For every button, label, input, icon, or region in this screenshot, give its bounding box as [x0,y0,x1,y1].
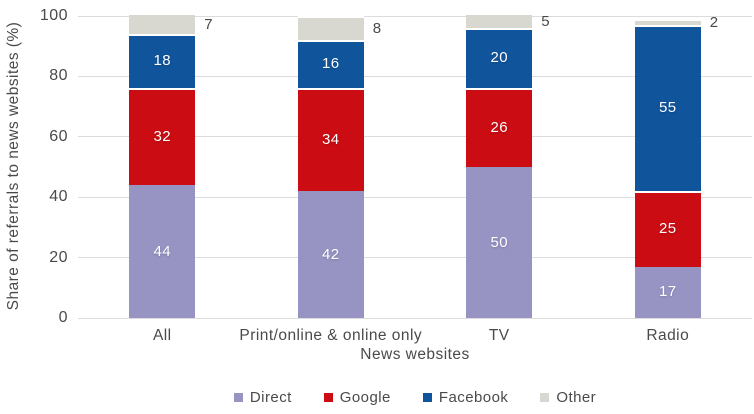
legend-item-google: Google [323,389,391,406]
x-axis-title: News websites [360,346,470,363]
legend-item-direct: Direct [233,389,292,406]
bar-value-label: 44 [153,242,172,260]
bar-segment-facebook [129,34,196,89]
bar-segment-direct [466,167,533,318]
bar-value-label: 34 [321,130,340,148]
bar-segment-facebook [297,40,364,89]
x-category-label: Print/online & online only [239,327,423,344]
bar-value-label: 26 [490,118,509,136]
gridline [78,136,752,138]
x-category-label: Radio [646,327,690,344]
bar-value-label-outside: 8 [372,20,382,38]
bar-segment-google [466,88,533,167]
bar-value-label: 42 [321,245,340,263]
x-category-label: All [152,327,172,344]
gridline [78,75,752,77]
bar-segment-google [634,191,701,267]
legend-label: Direct [249,389,292,406]
bar-segment-direct [634,266,701,318]
bar-value-label-outside: 2 [709,14,719,32]
bar-segment-other [129,12,196,35]
legend: Direct Google Facebook Other [78,389,752,406]
gridline [78,15,752,17]
bar-segment-google [129,88,196,186]
bar-value-label: 32 [153,127,172,145]
bar-value-label: 55 [658,99,677,117]
legend-swatch-icon [233,393,243,402]
y-axis-title: Share of referrals to news websites (%) [5,21,22,311]
bar-value-label: 16 [321,55,340,73]
legend-item-other: Other [540,389,596,406]
y-tick-label: 0 [58,309,68,326]
legend-item-facebook: Facebook [422,389,509,406]
gridline [78,196,752,198]
bar-segment-facebook [466,28,533,89]
bar-value-label-outside: 7 [204,15,214,33]
bar-value-label-outside: 5 [541,12,551,30]
y-tick-label: 20 [49,248,68,266]
y-tick-label: 40 [49,188,68,206]
gridline [78,317,752,319]
bar-segment-google [297,88,364,192]
plot-area: 44 32 18 7 All 42 34 16 8 Print/online & online o… [78,12,752,344]
legend-label: Facebook [438,389,509,406]
bar-segment-direct [129,185,196,318]
legend-label: Google [339,389,391,406]
bar-segment-other [297,16,364,41]
bar-value-label: 20 [490,49,509,67]
x-category-label: TV [488,327,510,344]
bar-value-label: 50 [490,233,509,251]
y-tick-label: 60 [49,127,68,145]
bar-segment-other [634,19,701,26]
bar-value-label: 25 [658,219,677,237]
gridline [78,257,752,259]
y-tick-label: 80 [49,67,68,85]
bar-value-label: 17 [658,283,677,301]
bar-segment-other [466,12,533,29]
bar-segment-facebook [634,25,701,192]
bar-value-label: 18 [153,52,172,70]
legend-swatch-icon [422,393,432,402]
y-tick-label: 100 [39,7,68,24]
bar-segment-direct [297,191,364,318]
legend-label: Other [556,389,597,406]
legend-swatch-icon [540,393,550,402]
legend-swatch-icon [323,393,333,402]
